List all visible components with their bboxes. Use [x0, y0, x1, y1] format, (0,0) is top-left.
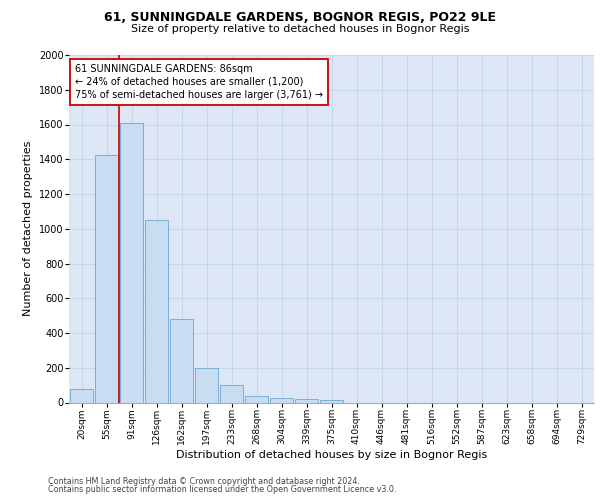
- Bar: [320, 400, 343, 402]
- Text: Contains HM Land Registry data © Crown copyright and database right 2024.: Contains HM Land Registry data © Crown c…: [48, 477, 360, 486]
- Text: 61 SUNNINGDALE GARDENS: 86sqm
← 24% of detached houses are smaller (1,200)
75% o: 61 SUNNINGDALE GARDENS: 86sqm ← 24% of d…: [76, 64, 323, 100]
- Bar: [119, 123, 143, 402]
- Text: Contains public sector information licensed under the Open Government Licence v3: Contains public sector information licen…: [48, 485, 397, 494]
- Text: Size of property relative to detached houses in Bognor Regis: Size of property relative to detached ho…: [131, 24, 469, 34]
- Bar: [269, 398, 293, 402]
- Bar: [70, 390, 94, 402]
- Y-axis label: Number of detached properties: Number of detached properties: [23, 141, 33, 316]
- Bar: [95, 155, 118, 402]
- Bar: [220, 385, 244, 402]
- Text: 61, SUNNINGDALE GARDENS, BOGNOR REGIS, PO22 9LE: 61, SUNNINGDALE GARDENS, BOGNOR REGIS, P…: [104, 11, 496, 24]
- Bar: [295, 399, 319, 402]
- Bar: [194, 368, 218, 402]
- Bar: [170, 319, 193, 402]
- Bar: [245, 396, 268, 402]
- Bar: [145, 220, 169, 402]
- X-axis label: Distribution of detached houses by size in Bognor Regis: Distribution of detached houses by size …: [176, 450, 487, 460]
